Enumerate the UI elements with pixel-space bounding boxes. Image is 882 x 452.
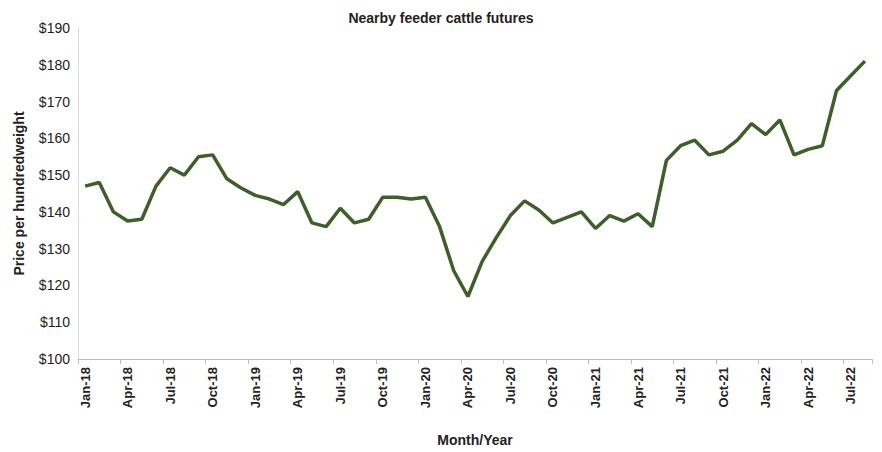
svg-text:Nearby feeder cattle futures: Nearby feeder cattle futures: [348, 10, 533, 26]
svg-text:Jul-21: Jul-21: [673, 367, 688, 405]
svg-text:Price per hundredweight: Price per hundredweight: [11, 111, 27, 275]
svg-text:Jul-19: Jul-19: [333, 367, 348, 405]
svg-text:$120: $120: [39, 277, 70, 293]
svg-text:$150: $150: [39, 167, 70, 183]
svg-text:Oct-21: Oct-21: [716, 367, 731, 407]
svg-text:Month/Year: Month/Year: [437, 432, 513, 448]
svg-text:$190: $190: [39, 20, 70, 36]
svg-text:Apr-19: Apr-19: [290, 367, 305, 408]
svg-text:Oct-18: Oct-18: [205, 367, 220, 407]
svg-text:Jul-18: Jul-18: [163, 367, 178, 405]
svg-text:Jan-18: Jan-18: [78, 367, 93, 408]
svg-text:$100: $100: [39, 351, 70, 367]
svg-text:Jan-19: Jan-19: [248, 367, 263, 408]
svg-text:$130: $130: [39, 241, 70, 257]
svg-text:Oct-19: Oct-19: [375, 367, 390, 407]
svg-text:Jan-20: Jan-20: [418, 367, 433, 408]
svg-text:Jul-20: Jul-20: [503, 367, 518, 405]
svg-text:$180: $180: [39, 57, 70, 73]
svg-text:Jan-22: Jan-22: [758, 367, 773, 408]
svg-text:Apr-21: Apr-21: [631, 367, 646, 408]
svg-text:$160: $160: [39, 130, 70, 146]
svg-text:Apr-20: Apr-20: [460, 367, 475, 408]
svg-text:$170: $170: [39, 94, 70, 110]
svg-text:Oct-20: Oct-20: [545, 367, 560, 407]
svg-text:$110: $110: [40, 314, 70, 330]
svg-text:Jul-22: Jul-22: [843, 367, 858, 405]
svg-text:Jan-21: Jan-21: [588, 367, 603, 408]
svg-text:Apr-18: Apr-18: [120, 367, 135, 408]
svg-text:$140: $140: [39, 204, 70, 220]
svg-text:Apr-22: Apr-22: [801, 367, 816, 408]
